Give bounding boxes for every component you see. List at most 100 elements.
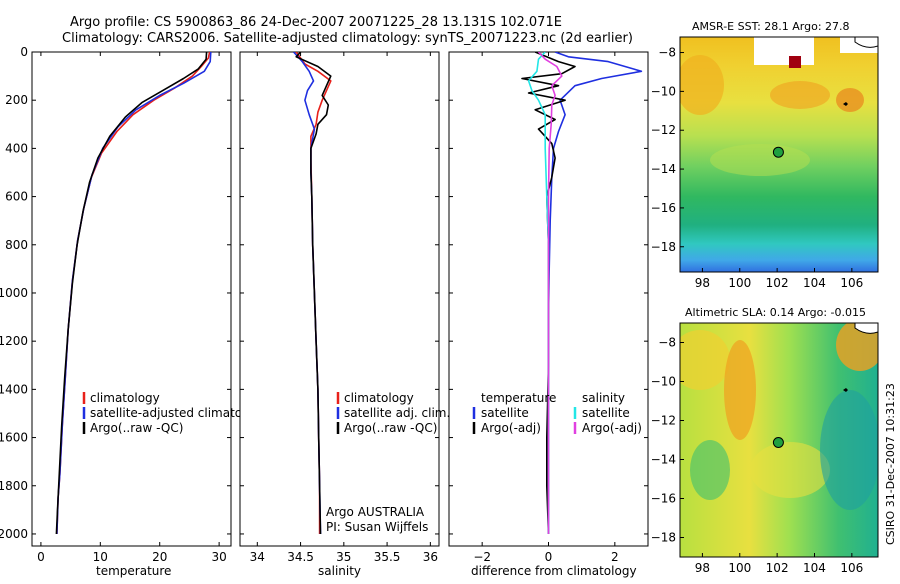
temperature-ticks: 0 10 20 30 0 200 400 600 800 1000 1200 1400 1600 1800…: [0, 45, 231, 564]
salinity-xtick-label: 34: [250, 550, 265, 564]
sst-ytick-label: −12: [651, 123, 676, 137]
sla-low-patch: [820, 390, 878, 510]
sst-hot-pixel: [789, 56, 801, 68]
temperature-series-argo-raw-qc-: [55, 52, 208, 535]
sst-map-title: AMSR-E SST: 28.1 Argo: 27.8: [692, 20, 850, 33]
temperature-legend: climatology satellite-adjusted climatolo…: [82, 391, 268, 435]
temperature-panel: 0 10 20 30 0 200 400 600 800 1000 1200 1400 1600 1800…: [0, 45, 268, 578]
salinity-xtick-label: 35: [336, 550, 351, 564]
sla-ytick-label: −12: [651, 414, 676, 428]
sla-xtick-label: 104: [803, 561, 826, 575]
salinity-axes-frame: [239, 51, 440, 547]
legend-label-climatology: climatology: [90, 391, 160, 405]
legend-label-argo: Argo(..raw -QC): [90, 421, 183, 435]
legend-label-temp-argo: Argo(-adj): [481, 421, 541, 435]
sla-high-patch-east: [836, 323, 878, 371]
salinity-ticks: 34 34.5 35 35.5 36: [240, 51, 439, 564]
difference-xlabel: difference from climatology: [471, 564, 637, 578]
sla-high-patch-west: [680, 330, 730, 390]
salinity-xtick-label: 34.5: [287, 550, 314, 564]
difference-xtick-label: 2: [611, 550, 619, 564]
temperature-xtick-label: 10: [93, 550, 108, 564]
salinity-legend: climatology satellite adj. clim. Argo(..…: [336, 391, 450, 435]
figure-title-line1: Argo profile: CS 5900863_86 24-Dec-2007 …: [70, 15, 562, 30]
legend-label-satellite: satellite adj. clim.: [344, 406, 450, 420]
temperature-ytick-label: 400: [5, 141, 28, 155]
island-icon: [843, 388, 848, 392]
sst-ytick-label: −10: [651, 84, 676, 98]
sla-ytick-label: −8: [658, 336, 676, 350]
salinity-panel: 34 34.5 35 35.5 36 salinity climatology sate…: [239, 51, 450, 578]
sst-ytick-label: −8: [658, 46, 676, 60]
legend-label-climatology: climatology: [344, 391, 414, 405]
sst-argo-location-marker: [772, 146, 784, 158]
sst-xtick-label: 104: [803, 276, 826, 290]
temperature-ytick-label: 600: [5, 190, 28, 204]
sla-mid-patch: [750, 442, 830, 498]
sla-map-panel: Altimetric SLA: 0.14 Argo: -0.015 98 100 1…: [651, 306, 879, 576]
temperature-series-group: [55, 52, 212, 535]
temperature-ytick-label: 800: [5, 238, 28, 252]
legend-label-argo: Argo(..raw -QC): [344, 421, 437, 435]
temperature-ytick-label: 1800: [0, 479, 28, 493]
legend-header-temperature: temperature: [481, 391, 556, 405]
sst-xtick-label: 102: [766, 276, 789, 290]
temperature-xlabel: temperature: [96, 564, 171, 578]
sla-map-title: Altimetric SLA: 0.14 Argo: -0.015: [685, 306, 866, 319]
legend-label-sal-satellite: satellite: [582, 406, 630, 420]
sst-xtick-label: 100: [728, 276, 751, 290]
temperature-ytick-label: 1400: [0, 382, 28, 396]
sst-mid-patch: [710, 144, 810, 176]
difference-series-salinity-argo-adj-: [537, 52, 563, 534]
salinity-xlabel: salinity: [318, 564, 361, 578]
sla-argo-location-marker: [772, 437, 784, 448]
legend-label-sal-argo: Argo(-adj): [582, 421, 642, 435]
sst-map-ticks: 98 100 102 104 106 −8 −10 −12 −14 −16 −18: [651, 46, 864, 290]
legend-header-salinity: salinity: [582, 391, 625, 405]
sst-warm-patch-east: [836, 88, 864, 112]
temperature-xtick-label: 30: [211, 550, 226, 564]
sst-ytick-label: −18: [651, 240, 676, 254]
figure-title-line2: Climatology: CARS2006. Satellite-adjuste…: [62, 31, 633, 46]
difference-legend: temperature salinity satellite Argo(-adj…: [472, 391, 642, 435]
temperature-ytick-label: 2000: [0, 527, 28, 541]
salinity-xtick-label: 36: [423, 550, 438, 564]
sla-xtick-label: 98: [695, 561, 710, 575]
sst-xtick-label: 98: [695, 276, 710, 290]
temperature-xtick-label: 20: [152, 550, 167, 564]
temperature-ytick-label: 0: [20, 45, 28, 59]
legend-label-satellite: satellite-adjusted climatology: [90, 406, 268, 420]
sst-map-panel: AMSR-E SST: 28.1 Argo: 27.8 98 100 102 104 1…: [651, 20, 879, 290]
difference-series-group: [521, 52, 643, 535]
salinity-series-argo-raw-qc-: [295, 52, 332, 535]
sla-high-ridge: [724, 340, 756, 440]
sst-xtick-label: 106: [840, 276, 863, 290]
sst-ytick-label: −16: [651, 201, 676, 215]
difference-panel: −2 0 2 difference from climatology tempera…: [448, 51, 649, 578]
sla-map-ticks: 98 100 102 104 106 −8 −10 −12 −14 −16 −18: [651, 336, 864, 576]
temperature-ytick-label: 1200: [0, 334, 28, 348]
temperature-xtick-label: 0: [37, 550, 45, 564]
annotation-argo-australia: Argo AUSTRALIA: [326, 505, 425, 519]
sla-map-frame: [679, 322, 879, 558]
legend-label-temp-satellite: satellite: [481, 406, 529, 420]
sst-warm-patch-west: [680, 55, 724, 115]
temperature-ytick-label: 200: [5, 93, 28, 107]
sla-ytick-label: −16: [651, 492, 676, 506]
salinity-series-group: [293, 52, 332, 535]
sst-ytick-label: −14: [651, 162, 676, 176]
temperature-axes-frame: [31, 51, 232, 547]
sst-map-frame: [679, 36, 879, 273]
sla-xtick-label: 106: [840, 561, 863, 575]
difference-xtick-label: −2: [473, 550, 491, 564]
sla-ytick-label: −10: [651, 375, 676, 389]
difference-ticks: −2 0 2: [449, 51, 648, 564]
sst-warm-patch-center: [770, 81, 830, 109]
annotation-pi: PI: Susan Wijffels: [326, 520, 428, 534]
sla-xtick-label: 100: [728, 561, 751, 575]
temperature-ytick-label: 1600: [0, 431, 28, 445]
difference-xtick-label: 0: [545, 550, 553, 564]
sla-xtick-label: 102: [766, 561, 789, 575]
